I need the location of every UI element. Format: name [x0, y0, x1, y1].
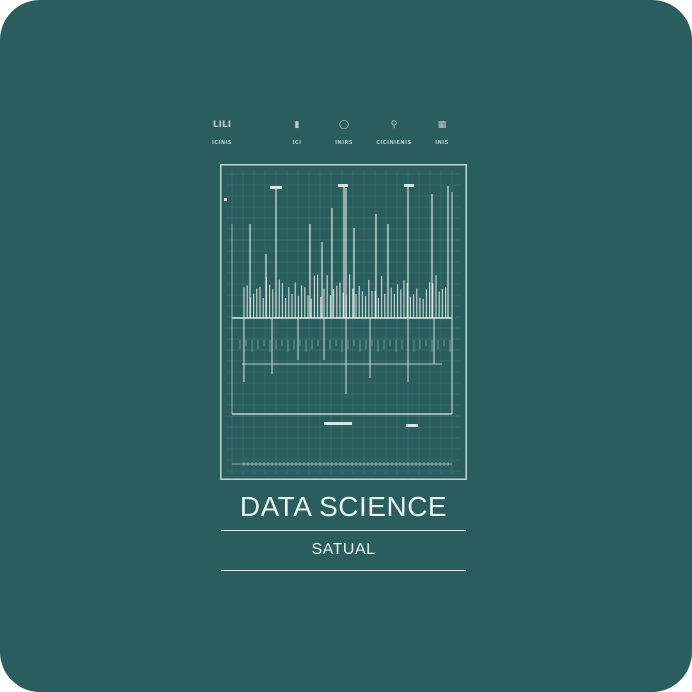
header-icon-row: LILI ICINIS ▮ ICI ◯ INIRS ⚲ CICINIENIS ▦…: [212, 118, 468, 158]
plot-markers: [224, 184, 418, 427]
plot-marker: [270, 186, 282, 189]
person-icon: ⚲: [390, 120, 398, 130]
chart-icon: LILI: [212, 120, 232, 130]
header-item-3: ◯ INIRS: [314, 118, 374, 146]
plot-marker: [406, 424, 418, 427]
header-item-label: INIRS: [335, 140, 353, 146]
header-item-1: LILI ICINIS: [192, 118, 252, 146]
header-item-label: INIS: [435, 140, 449, 146]
header-item-label: ICINIS: [211, 140, 233, 146]
decorative-plot: [220, 164, 467, 480]
plot-ticks: [239, 340, 451, 466]
plot-marker: [324, 422, 352, 425]
title-rule: [221, 530, 466, 531]
plot-bars: [243, 184, 449, 394]
header-item-5: ▦ INIS: [412, 118, 472, 146]
plot-marker: [404, 184, 414, 187]
figure-icon: ▮: [294, 120, 300, 130]
plot-marker: [224, 198, 227, 201]
poster-subtitle: SATUAL: [311, 541, 376, 558]
grid-icon: ▦: [437, 120, 447, 130]
poster-title: DATA SCIENCE: [239, 491, 448, 522]
header-item-label: CICINIENIS: [376, 140, 412, 146]
header-item-label: ICI: [292, 140, 302, 146]
header-item-2: ▮ ICI: [267, 118, 327, 146]
subtitle-rule: [221, 570, 466, 571]
header-item-4: ⚲ CICINIENIS: [364, 118, 424, 146]
plot-marker: [338, 184, 348, 187]
circle-icon: ◯: [338, 120, 350, 130]
